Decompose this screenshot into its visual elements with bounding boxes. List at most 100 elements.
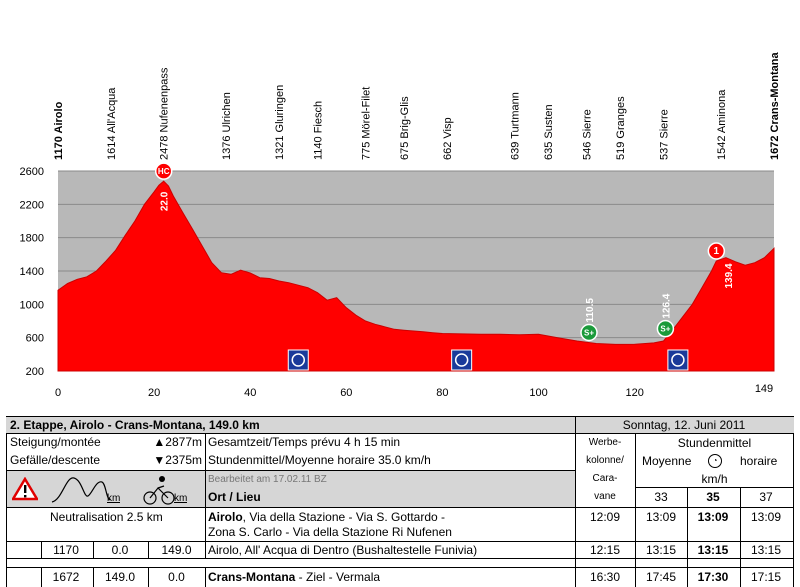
x-tick-label: 40 [244,387,256,399]
row2-place: Airolo, All' Acqua di Dentro (Bushaltest… [208,543,478,557]
x-tick-label: 120 [625,387,643,399]
row1-place-line2: Zona S. Carlo - Via della Stazione Ri Nu… [208,525,452,539]
place-label: 2478 Nufenenpass [159,67,171,160]
kmh-label: km/h [701,472,728,486]
y-tick-label: 1000 [20,299,44,311]
speed-37: 37 [759,490,773,504]
row2-km: 0.0 [111,543,129,557]
y-tick-label: 2200 [20,199,44,211]
x-tick-label: 60 [340,387,352,399]
elevation-profile-area [57,180,775,372]
row2-t35: 13:15 [697,543,729,557]
x-tick-label: 100 [529,387,547,399]
total-time: Gesamtzeit/Temps prévu 4 h 15 min [208,435,401,449]
row3-alt: 1672 [52,570,80,584]
x-end-label: 149 [755,383,773,395]
place-label: 662 Visp [442,117,454,160]
horaire-label: horaire [740,454,778,468]
place-label: 1140 Fiesch [312,101,324,160]
place-label: 537 Sierre [658,109,670,160]
stage-title: 2. Etappe, Airolo - Crans-Montana, 149.0… [10,418,260,432]
row3-t33: 17:45 [645,570,677,584]
place-label: 639 Turtmann [510,92,522,160]
place-labels: 1170 Airolo 1614 All'Acqua 2478 Nufenenpas… [53,52,781,160]
service-icon-glyph [454,353,469,367]
row1-t35: 13:09 [697,510,729,524]
climb-marker-icon [707,242,726,260]
werbe-2: kolonne/ [586,455,624,466]
marker-text: S+ [660,325,670,334]
row1-place-line1: Airolo, Via della Stazione - Via S. Gott… [208,510,446,524]
row1-cara: 12:09 [589,510,621,524]
markers: HC S+ S+ 1 [154,162,726,342]
km-left-label: km [107,493,121,504]
descent-value: ▼2375m [153,453,202,467]
werbe-4: vane [594,491,616,502]
y-tick-label: 2600 [20,166,44,178]
stundenmittel-label: Stundenmittel [677,436,752,450]
place-label: 1321 Gluringen [274,85,286,160]
stage-info-table: 2. Etappe, Airolo - Crans-Montana, 149.0… [6,416,794,587]
place-label: 1376 Ulrichen [221,92,233,160]
feed-zone-icon-glyph [291,353,306,367]
marker-text: 1 [714,246,720,257]
edited-note: Bearbeitet am 17.02.11 BZ [208,474,327,485]
row2-t37: 13:15 [750,543,782,557]
profile-legend-icon [51,476,175,505]
sprint-marker-icon [656,319,675,338]
place-label: 1672 Crans-Montana [769,52,781,160]
marker-text: HC [158,167,170,176]
place-column-header: Ort / Lieu [208,490,261,504]
row3-t35: 17:30 [697,570,729,584]
place-label: 675 Brig-Glis [399,96,411,160]
crossing-icon [667,349,689,371]
service-icon [451,349,473,371]
y-axis-ticks: 200 600 1000 1400 1800 2200 2600 [20,166,44,378]
km-label: 139.4 [724,263,735,288]
row3-rem: 0.0 [168,570,185,584]
row3-place: Crans-Montana - Ziel - Vermala [208,570,381,584]
descent-label: Gefälle/descente [10,453,101,467]
werbe-1: Werbe- [588,437,622,448]
y-tick-label: 1400 [20,266,44,278]
crossing-icon-glyph [671,353,685,367]
werbe-3: Cara- [592,473,618,484]
speed-33: 33 [654,490,668,504]
place-label: 546 Sierre [582,109,594,160]
moyenne-label: Moyenne [642,454,692,468]
y-tick-label: 600 [26,333,44,345]
row3-km: 149.0 [104,570,136,584]
profile-chart: 1170 Airolo 1614 All'Acqua 2478 Nufenenpas… [20,52,781,399]
climb-value: ▲2877m [153,435,202,449]
x-axis-ticks: 0 20 40 60 80 100 120 149 [55,383,773,399]
speed-35: 35 [706,490,720,504]
row2-alt: 1170 [53,543,79,557]
x-tick-label: 20 [148,387,160,399]
row3-t37: 17:15 [750,570,782,584]
avg-speed: Stundenmittel/Moyenne horaire 35.0 km/h [208,453,431,467]
x-tick-label: 0 [55,387,61,399]
hc-marker-icon [154,162,173,180]
y-tick-label: 200 [26,366,44,378]
x-tick-label: 80 [436,387,448,399]
marker-text: S+ [584,329,594,338]
place-label: 1542 Aminona [716,89,728,160]
row3-cara: 16:30 [589,570,621,584]
place-label: 1614 All'Acqua [106,87,118,160]
row2-cara: 12:15 [589,543,621,557]
km-label: 126.4 [661,293,672,318]
place-label: 635 Susten [543,104,555,160]
km-right-label: km [174,493,188,504]
km-label: 22.0 [160,191,171,211]
climb-label: Steigung/montée [10,435,101,449]
clock-icon: ◔ [708,454,722,468]
stage-date: Sonntag, 12. Juni 2011 [622,418,746,432]
y-tick-label: 1800 [20,233,44,245]
place-label: 519 Granges [615,96,627,160]
row1-t37: 13:09 [750,510,782,524]
warning-icon [12,477,38,501]
bottom-icons [287,349,689,371]
sprint-marker-icon [580,323,598,342]
row2-rem: 149.0 [161,543,192,557]
km-labels: 22.0 110.5 126.4 139.4 [160,191,735,322]
